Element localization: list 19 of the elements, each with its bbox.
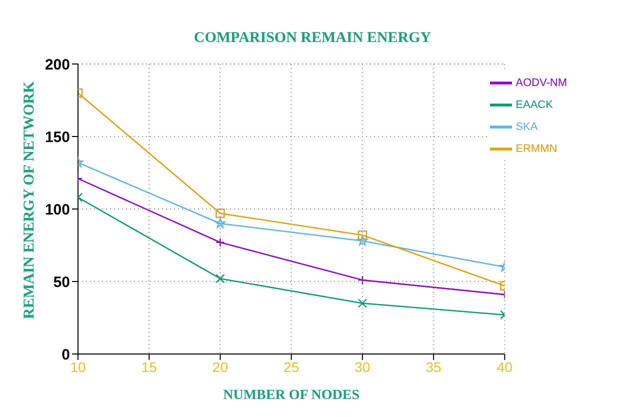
- x-axis-title: NUMBER OF NODES: [223, 388, 360, 403]
- y-tick-label: 0: [62, 346, 70, 364]
- x-tick-label: 35: [426, 358, 442, 375]
- chart-title: COMPARISON REMAIN ENERGY: [192, 29, 432, 48]
- x-tick-label: 10: [70, 358, 86, 375]
- x-tick-label: 30: [354, 358, 370, 375]
- y-axis-title: REMAIN ENERGY OF NETWORK: [21, 81, 38, 319]
- legend-label: EAACK: [516, 98, 553, 111]
- x-tick-label: 15: [141, 358, 158, 375]
- y-tick-label: 200: [44, 56, 70, 74]
- legend-label: SKA: [516, 120, 538, 133]
- x-tick-label: 25: [284, 358, 300, 375]
- y-tick-label: 150: [44, 128, 70, 146]
- x-tick-label: 40: [496, 358, 513, 375]
- legend-label: ERMMN: [516, 142, 558, 155]
- legend-label: AODV-NM: [516, 76, 567, 89]
- y-tick-label: 50: [53, 274, 70, 291]
- x-tick-label: 20: [212, 358, 228, 375]
- y-tick-label: 100: [44, 201, 70, 218]
